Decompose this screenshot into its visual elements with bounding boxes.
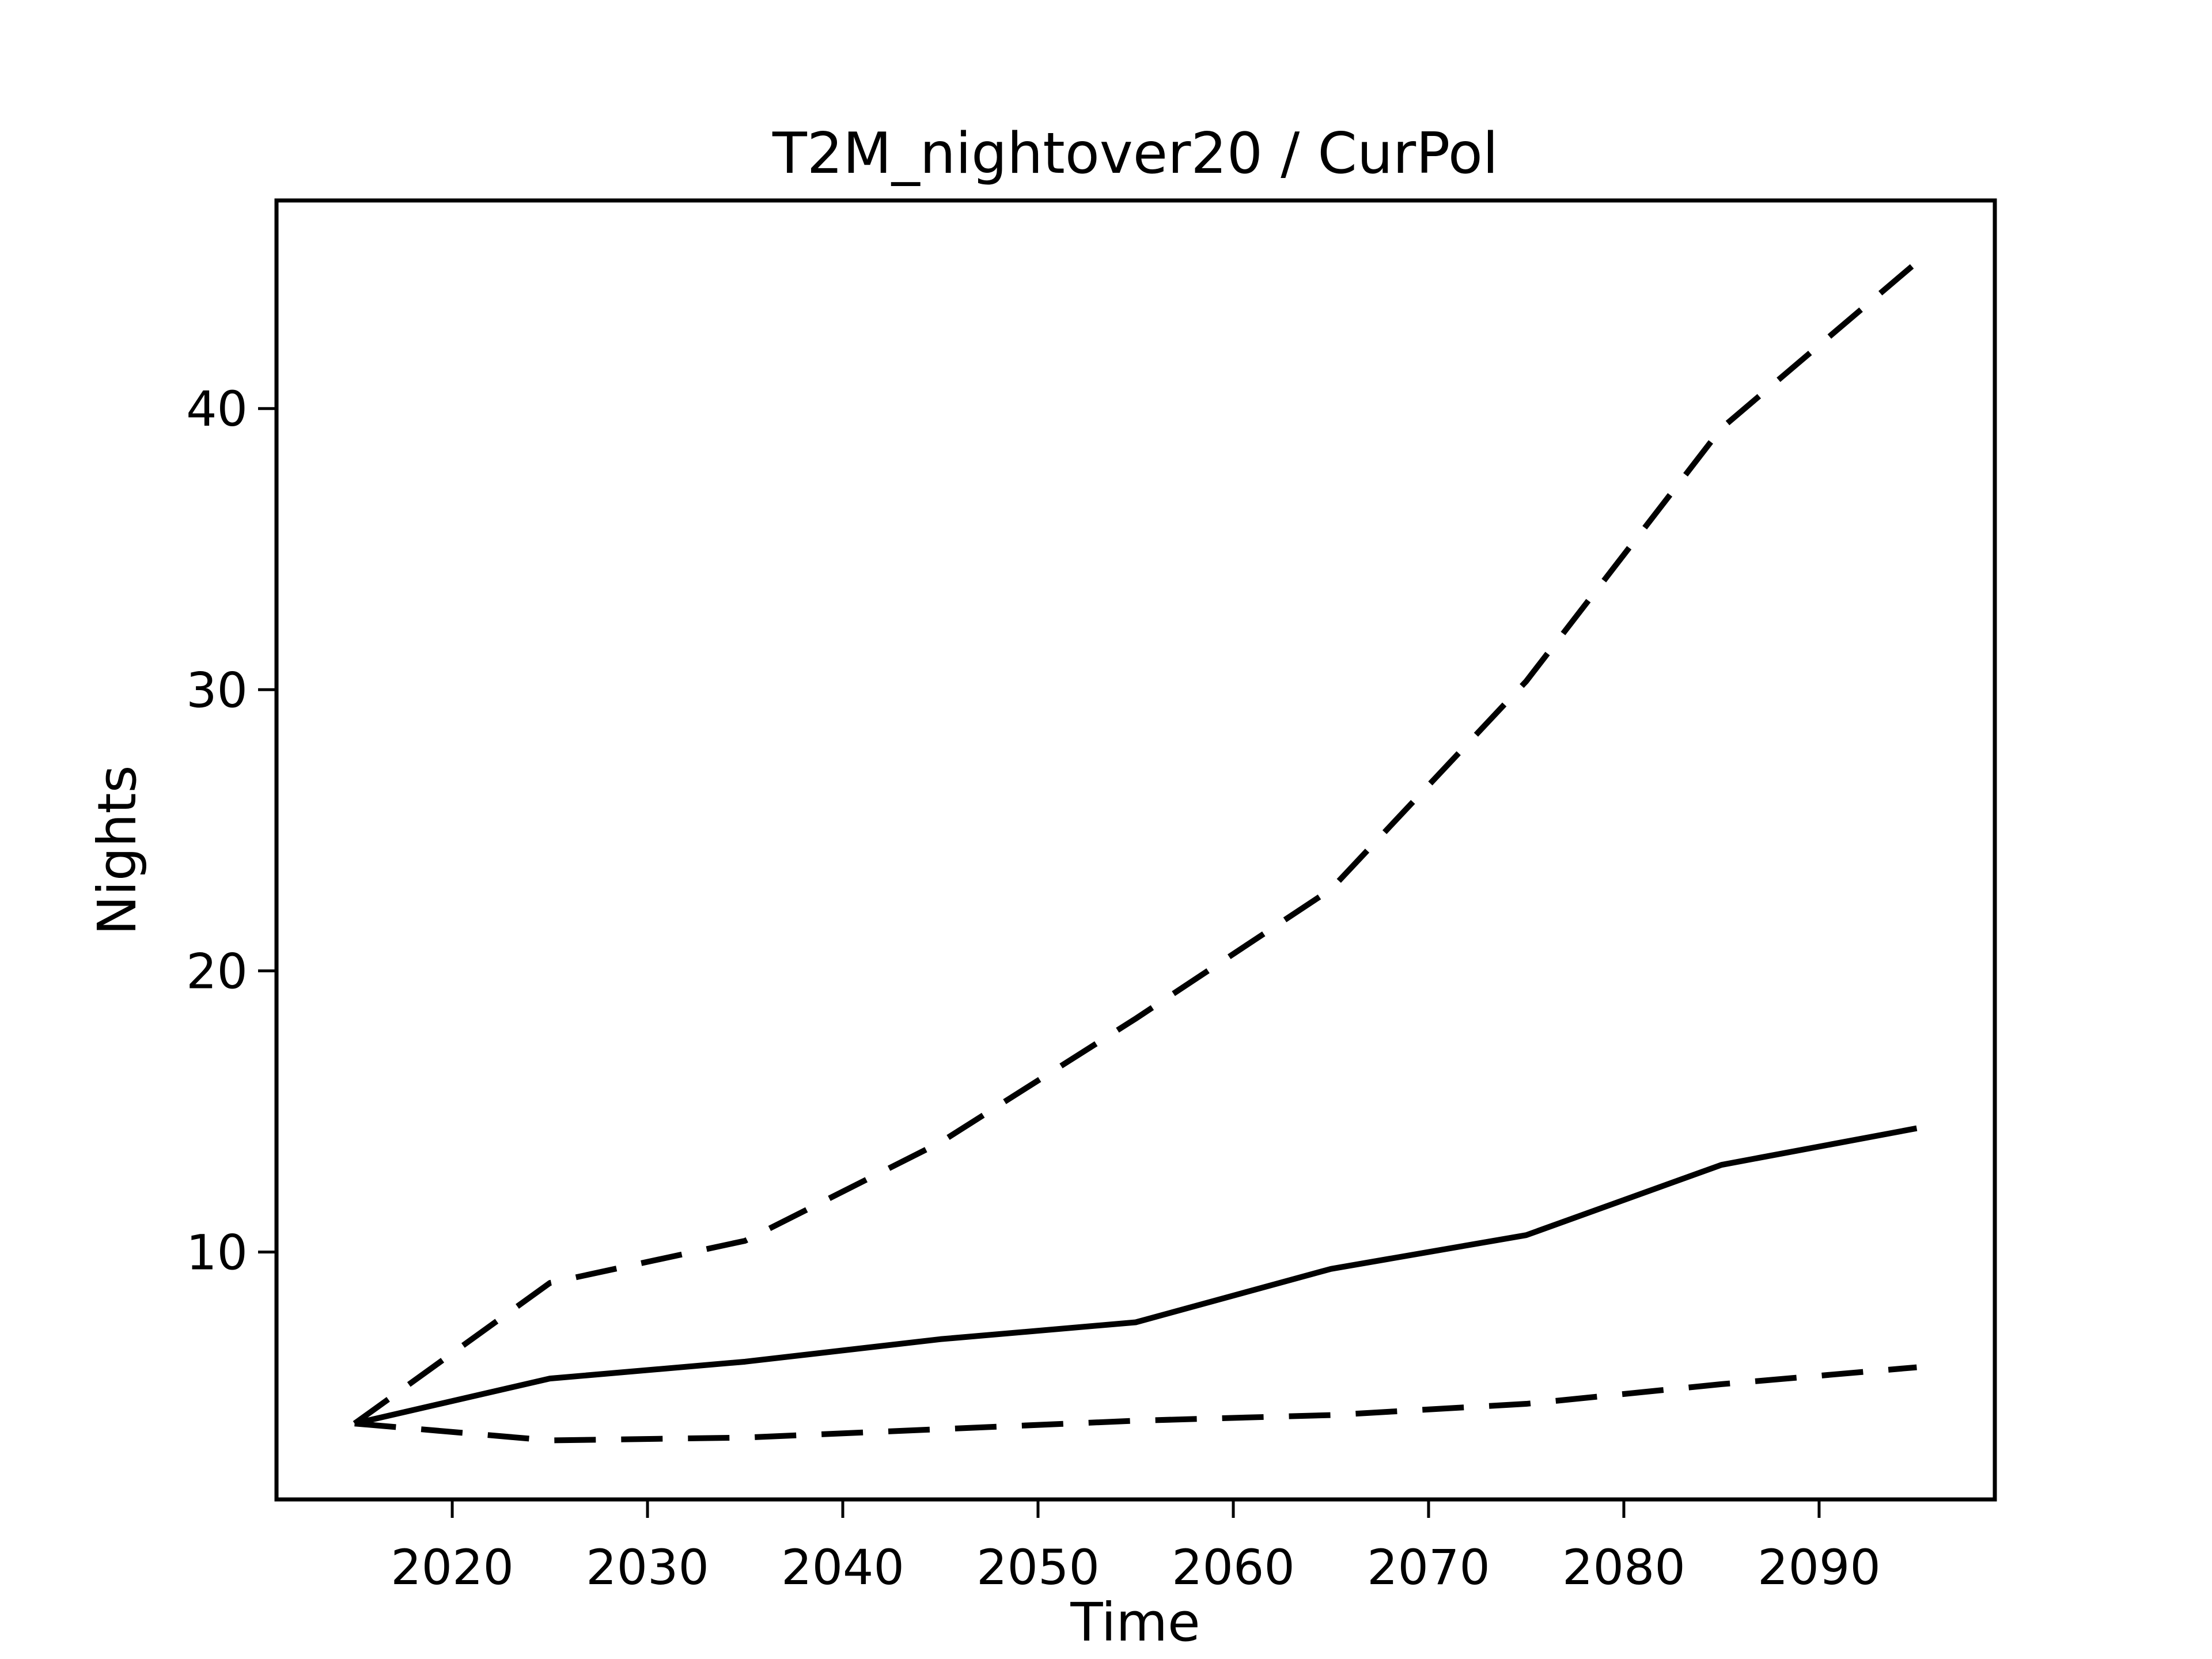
y-tick-label-30: 30 xyxy=(186,662,248,718)
series-line-lower-percentile xyxy=(354,1364,1917,1444)
axis-ticks xyxy=(258,407,1821,1518)
x-tick-label-2020: 2020 xyxy=(391,1539,514,1596)
x-tick-label-2080: 2080 xyxy=(1562,1539,1685,1596)
x-tick-label-2030: 2030 xyxy=(586,1539,709,1596)
chart-title: T2M_nightover20 / CurPol xyxy=(772,121,1498,187)
y-tick-label-20: 20 xyxy=(186,943,248,999)
x-tick-label-2060: 2060 xyxy=(1172,1539,1295,1596)
series-line-median xyxy=(354,1125,1918,1427)
data-series xyxy=(353,260,1919,1444)
x-tick-label-2040: 2040 xyxy=(781,1539,904,1596)
x-tick-label-2070: 2070 xyxy=(1367,1539,1490,1596)
x-tick-label-2090: 2090 xyxy=(1758,1539,1881,1596)
y-tick-label-10: 10 xyxy=(186,1224,248,1281)
y-axis-label: Nights xyxy=(86,765,148,935)
plot-frame xyxy=(274,198,1997,1502)
x-tick-label-2050: 2050 xyxy=(976,1539,1100,1596)
x-axis-label: Time xyxy=(1070,1592,1200,1653)
y-tick-label-40: 40 xyxy=(186,381,248,437)
series-line-upper-percentile xyxy=(353,260,1919,1426)
